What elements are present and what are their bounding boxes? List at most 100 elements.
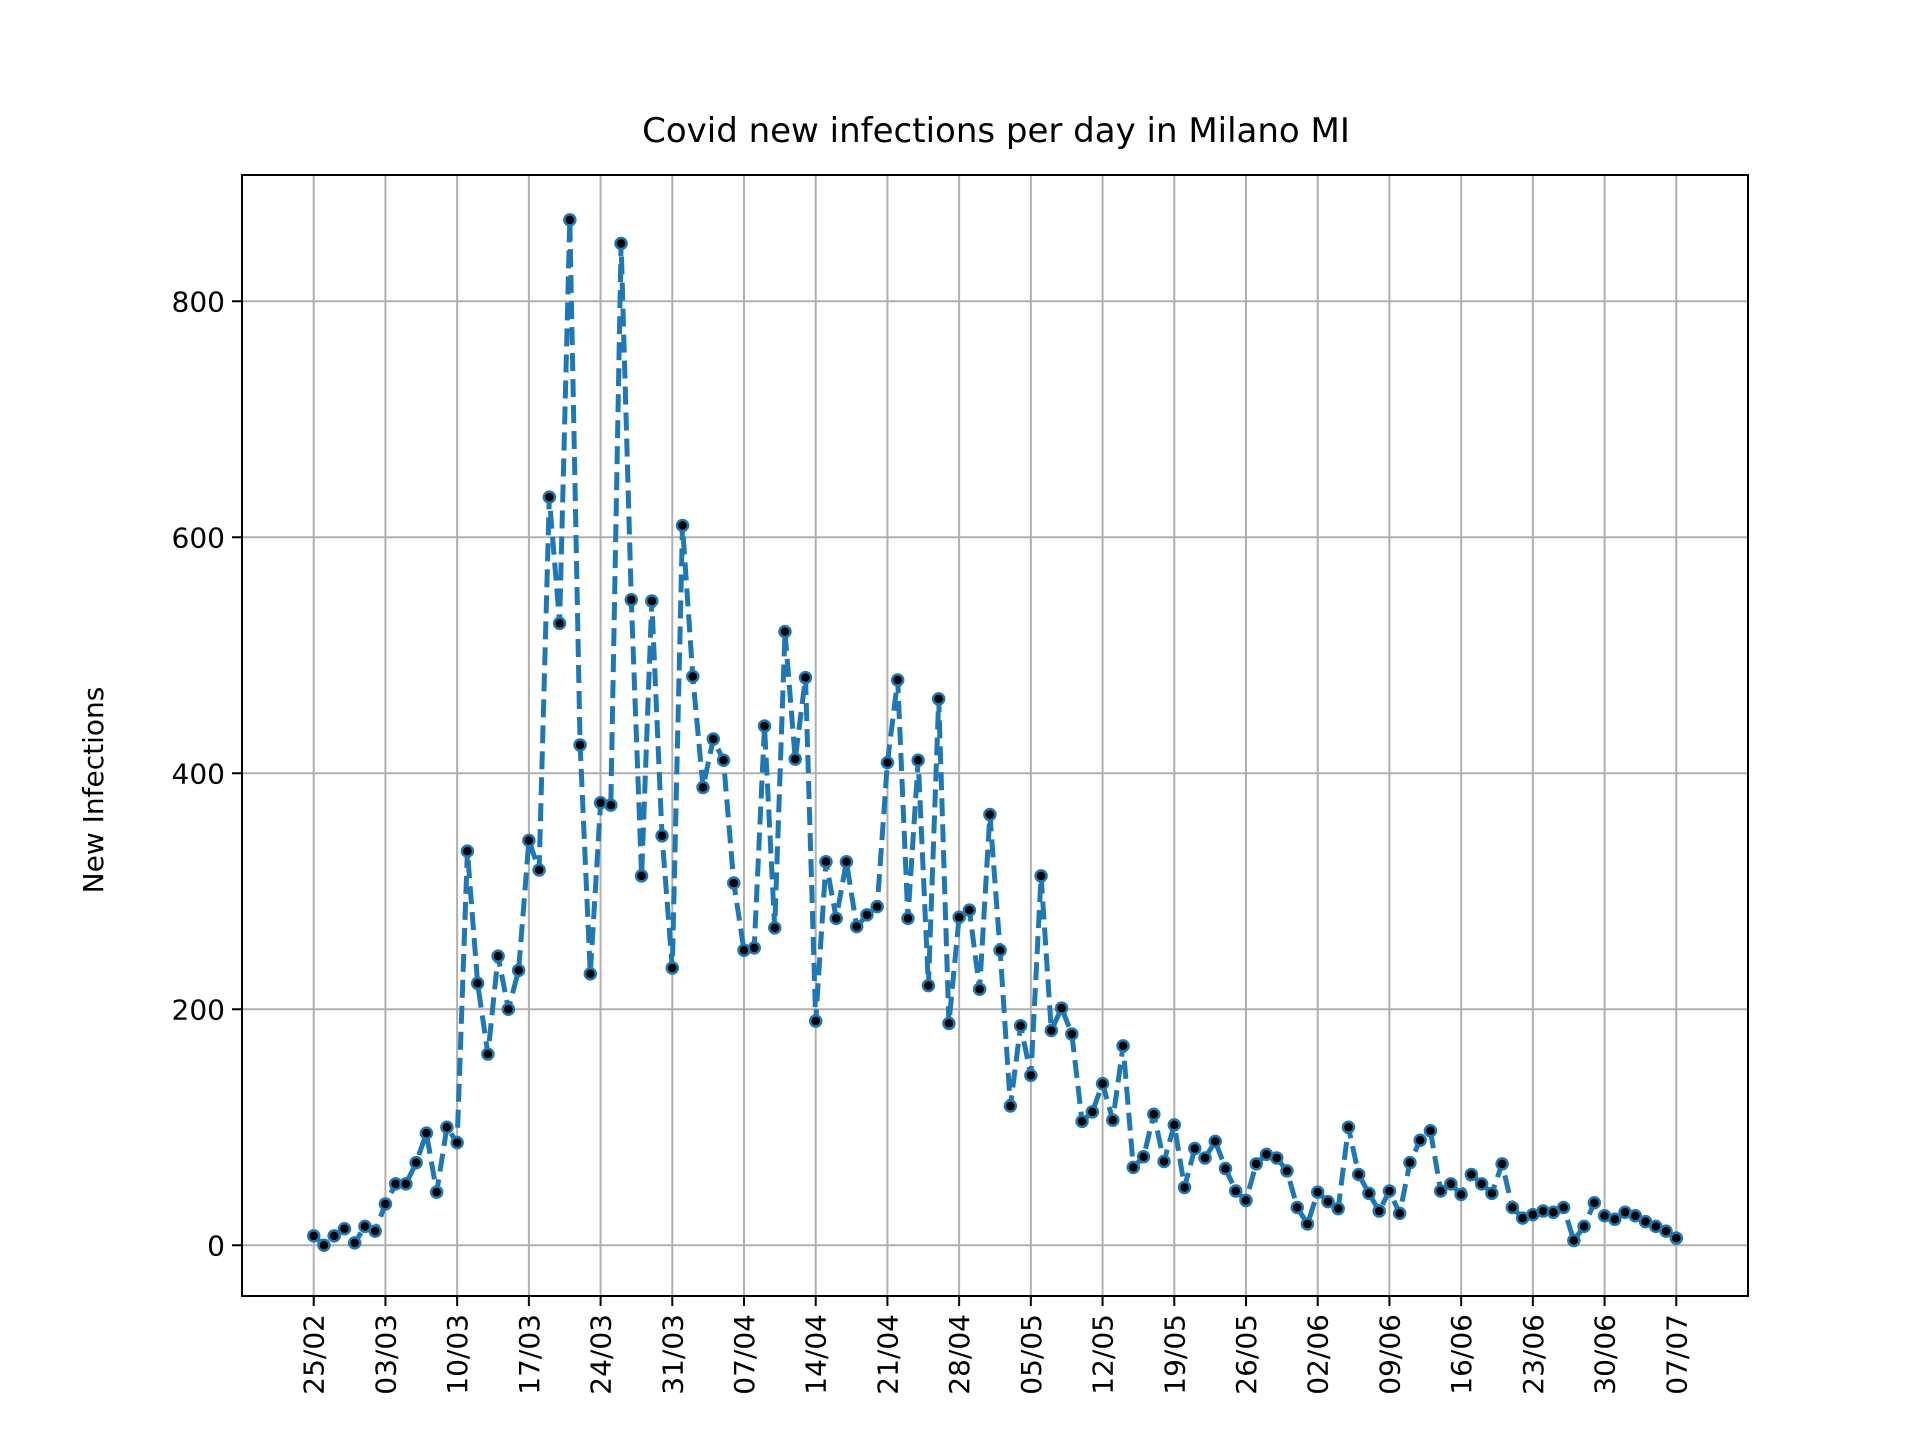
data-point <box>1106 1113 1120 1127</box>
x-tick-label: 05/05 <box>1015 1314 1048 1395</box>
data-point <box>706 732 721 746</box>
data-point <box>1556 1200 1571 1215</box>
grid <box>242 175 1748 1296</box>
data-point <box>1136 1150 1151 1164</box>
data-point <box>1669 1231 1684 1245</box>
data-point <box>1577 1219 1591 1234</box>
data-point <box>1608 1212 1622 1227</box>
data-point <box>1065 1027 1079 1041</box>
x-tick-label: 09/06 <box>1373 1314 1406 1395</box>
data-point <box>542 490 557 504</box>
data-point <box>798 670 813 685</box>
data-point <box>696 780 710 795</box>
data-point <box>839 855 854 869</box>
x-tick-label: 16/06 <box>1445 1314 1478 1395</box>
data-point <box>532 863 546 877</box>
data-point <box>1300 1217 1315 1231</box>
plot-frame <box>241 174 1749 1297</box>
x-tick-label: 30/06 <box>1589 1314 1622 1395</box>
data-point <box>1382 1184 1397 1198</box>
y-tick-label: 400 <box>172 757 225 790</box>
data-point <box>931 692 946 706</box>
data-point <box>1372 1204 1386 1218</box>
data-point <box>901 911 915 926</box>
data-point <box>491 949 505 963</box>
data-point <box>368 1224 382 1238</box>
data-point <box>563 213 577 227</box>
x-tick-label: 12/05 <box>1087 1314 1120 1395</box>
data-point <box>921 978 936 993</box>
data-point <box>993 943 1007 958</box>
data-point <box>778 624 792 639</box>
data-point <box>1423 1124 1438 1138</box>
data-point <box>942 1016 956 1031</box>
data-point <box>1013 1019 1028 1033</box>
data-point <box>1567 1233 1581 1248</box>
data-point <box>1208 1134 1223 1149</box>
data-point <box>522 833 536 848</box>
data-point <box>1433 1184 1448 1198</box>
data-point <box>1188 1141 1202 1156</box>
data-point <box>327 1229 341 1243</box>
data-point <box>675 518 690 533</box>
data-point <box>1229 1184 1243 1198</box>
data-point <box>1085 1105 1100 1119</box>
x-tick-label: 23/06 <box>1517 1314 1550 1395</box>
data-point <box>1331 1201 1345 1216</box>
data-point <box>337 1221 352 1236</box>
data-point <box>614 236 628 251</box>
data-point <box>460 844 475 858</box>
data-point <box>1157 1154 1171 1169</box>
data-point <box>1362 1186 1376 1201</box>
data-point <box>1505 1200 1520 1215</box>
x-tick-label: 07/04 <box>728 1314 761 1395</box>
data-point <box>1075 1114 1089 1129</box>
data-point <box>429 1185 444 1199</box>
data-point <box>1054 1001 1069 1015</box>
data-point <box>1495 1157 1509 1171</box>
data-point <box>1454 1187 1468 1202</box>
data-point <box>1485 1186 1499 1201</box>
data-point <box>665 961 680 975</box>
data-point <box>870 899 884 914</box>
data-point <box>1351 1167 1366 1182</box>
data-point <box>634 869 649 883</box>
y-tick-label: 0 <box>207 1229 225 1262</box>
data-point <box>1218 1161 1233 1176</box>
data-point <box>1444 1177 1458 1191</box>
data-point <box>450 1135 464 1150</box>
x-tick-label: 07/07 <box>1660 1314 1693 1395</box>
x-tick-label: 10/03 <box>441 1314 474 1395</box>
data-point <box>1392 1206 1407 1221</box>
data-point <box>1628 1209 1643 1223</box>
y-axis: 0 200 400 600 800 <box>172 285 242 1262</box>
data-point <box>727 876 741 890</box>
data-point <box>552 616 567 631</box>
data-point <box>1659 1224 1673 1238</box>
data-point <box>583 967 598 981</box>
x-tick-label: 03/03 <box>369 1314 402 1395</box>
data-point <box>306 1229 321 1243</box>
data-point <box>573 738 587 752</box>
data-point <box>890 673 905 687</box>
data-point <box>655 829 669 843</box>
data-point <box>716 753 731 768</box>
data-point <box>1095 1076 1110 1091</box>
data-point <box>1167 1118 1182 1132</box>
x-tick-label: 21/04 <box>871 1314 904 1395</box>
data-point <box>1198 1151 1212 1165</box>
data-point <box>1126 1160 1141 1175</box>
data-point <box>1034 869 1048 883</box>
data-point <box>911 753 925 768</box>
series-line <box>312 217 1678 1248</box>
x-tick-label: 25/02 <box>298 1314 331 1395</box>
data-point <box>409 1155 423 1170</box>
data-point <box>1249 1157 1263 1171</box>
x-tick-label: 19/05 <box>1158 1314 1191 1395</box>
data-point <box>1177 1180 1192 1195</box>
y-tick-label: 600 <box>172 521 225 554</box>
data-point <box>1587 1196 1602 1210</box>
data-point <box>1116 1039 1130 1053</box>
data-point <box>1310 1185 1325 1199</box>
data-point <box>788 752 802 766</box>
